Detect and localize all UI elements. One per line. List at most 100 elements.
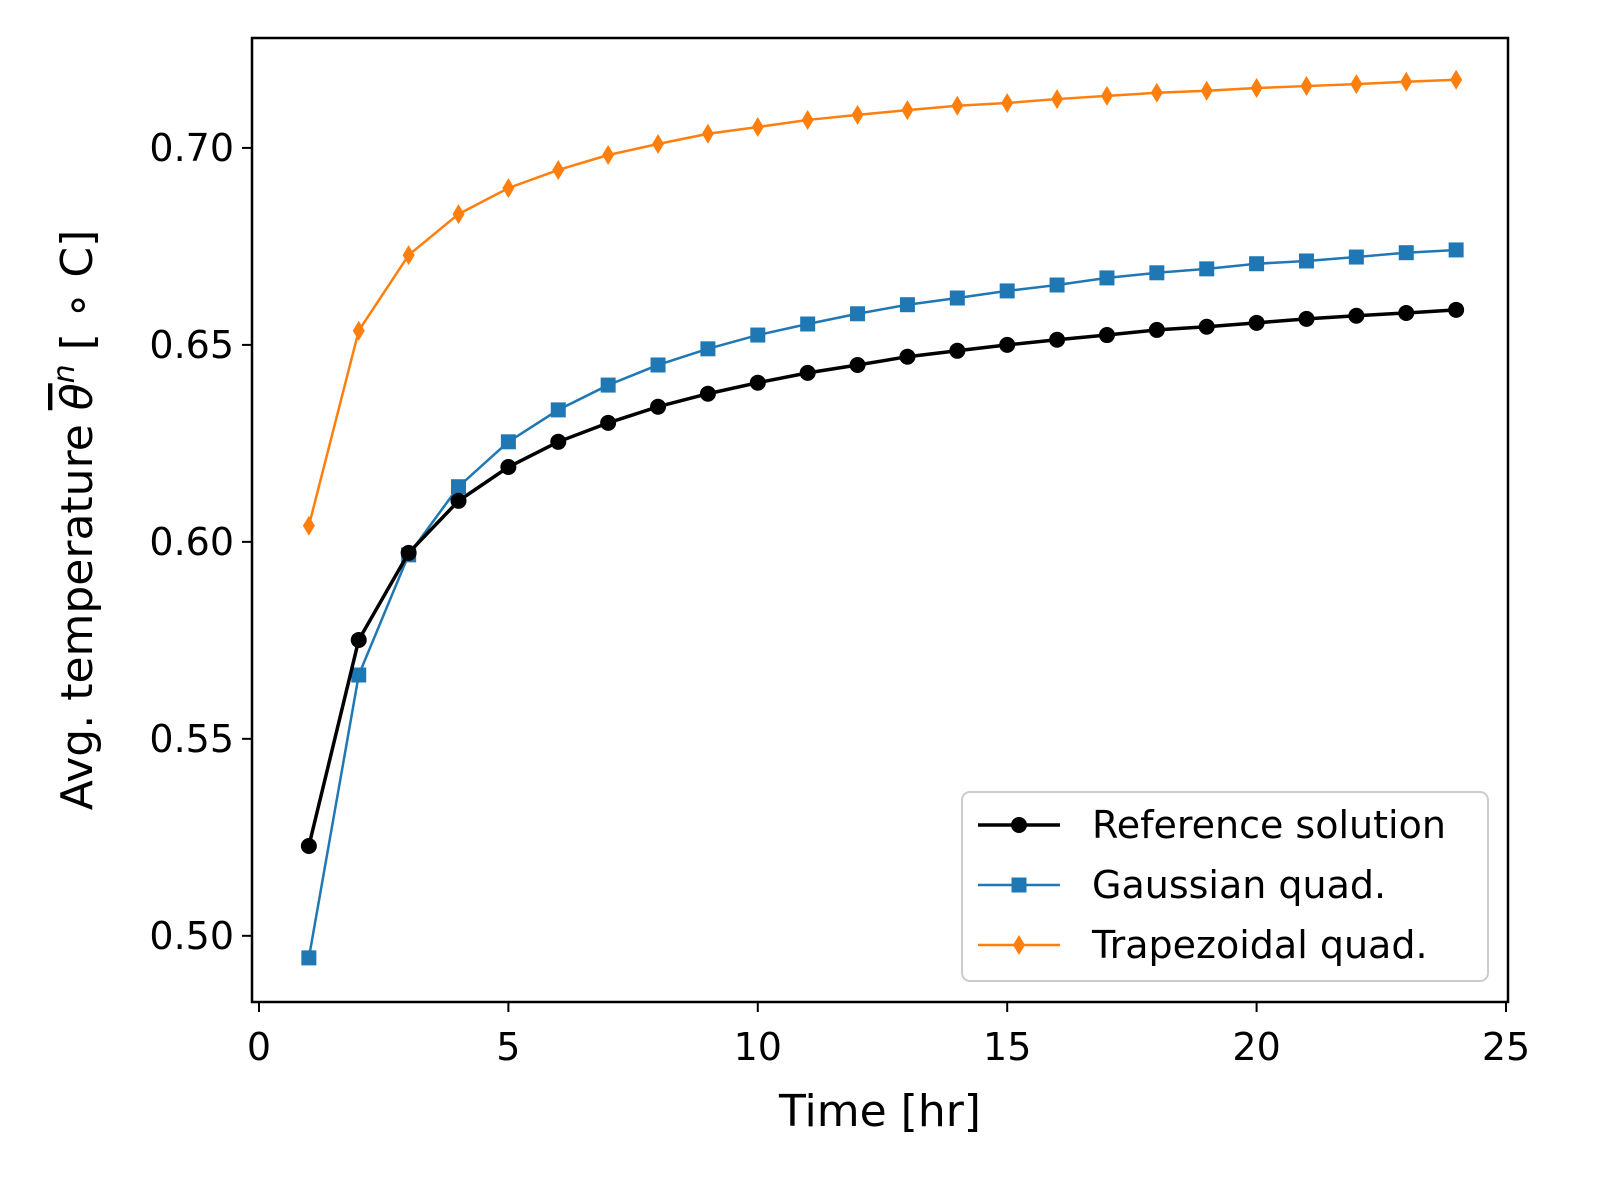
data-point <box>552 159 565 180</box>
x-axis: 0 5 10 15 20 25 <box>247 1002 1530 1069</box>
data-point <box>301 950 317 966</box>
data-point <box>652 133 665 154</box>
x-tick-label: 15 <box>983 1025 1031 1069</box>
data-point <box>1450 69 1463 90</box>
data-point <box>602 145 615 166</box>
data-point <box>801 109 814 130</box>
data-point <box>1350 74 1363 95</box>
data-point <box>1298 310 1315 327</box>
data-point <box>500 434 516 450</box>
data-point <box>849 356 866 373</box>
data-point <box>701 123 714 144</box>
data-point <box>1248 314 1265 331</box>
data-point <box>451 479 467 495</box>
data-point <box>949 342 966 359</box>
series-trapezoidal-quad- <box>302 69 1463 536</box>
legend-marker <box>1011 877 1027 893</box>
data-point <box>1348 249 1364 265</box>
x-tick-label: 10 <box>734 1025 782 1069</box>
data-point <box>1200 80 1213 101</box>
data-point <box>1300 76 1313 97</box>
data-point <box>949 290 965 306</box>
data-point <box>402 245 415 266</box>
plot-area <box>300 69 1465 966</box>
legend-entry: Trapezoidal quad. <box>978 923 1428 967</box>
legend-label: Reference solution <box>1092 803 1446 847</box>
data-point <box>1348 307 1365 324</box>
x-axis-label: Time [hr] <box>778 1086 981 1137</box>
data-point <box>749 374 766 391</box>
y-tick-label: 0.70 <box>149 126 234 170</box>
legend-label: Trapezoidal quad. <box>1091 923 1428 967</box>
data-point <box>1199 261 1215 277</box>
data-point <box>1249 256 1265 272</box>
data-point <box>799 364 816 381</box>
legend-entry: Reference solution <box>978 803 1446 847</box>
data-point <box>550 433 567 450</box>
data-point <box>951 95 964 116</box>
data-point <box>899 348 916 365</box>
data-point <box>502 178 515 199</box>
data-point <box>600 414 617 431</box>
data-point <box>400 544 417 561</box>
y-tick-label: 0.60 <box>149 520 234 564</box>
data-point <box>550 402 566 418</box>
data-point <box>1400 71 1413 92</box>
data-point <box>352 320 365 341</box>
y-tick-label: 0.65 <box>149 323 234 367</box>
theta-symbol: θ <box>52 383 103 410</box>
data-point <box>999 283 1015 299</box>
data-point <box>1049 331 1066 348</box>
y-tick-label: 0.50 <box>149 914 234 958</box>
series-line <box>307 78 1457 527</box>
data-point <box>699 385 716 402</box>
legend: Reference solution Gaussian quad. Trapezoi… <box>961 791 1489 982</box>
data-point <box>1398 304 1415 321</box>
data-point <box>351 667 367 683</box>
data-point <box>751 117 764 138</box>
series-reference-solution <box>300 301 1465 854</box>
data-point <box>850 306 866 322</box>
data-point <box>1148 321 1165 338</box>
data-point <box>1100 85 1113 106</box>
data-point <box>1398 245 1414 261</box>
series-line <box>307 248 1457 959</box>
data-point <box>700 341 716 357</box>
data-point <box>750 327 766 343</box>
data-point <box>1098 327 1115 344</box>
legend-label: Gaussian quad. <box>1092 863 1386 907</box>
data-point <box>1150 82 1163 103</box>
data-point <box>1448 242 1464 258</box>
series-line <box>307 308 1457 847</box>
data-point <box>650 357 666 373</box>
legend-marker <box>1013 935 1025 955</box>
data-point <box>302 515 315 536</box>
y-tick-label: 0.55 <box>149 717 234 761</box>
data-point <box>452 204 465 225</box>
x-tick-label: 5 <box>496 1025 520 1069</box>
data-point <box>1099 270 1115 286</box>
data-point <box>999 336 1016 353</box>
data-point <box>650 398 667 415</box>
data-point <box>1198 318 1215 335</box>
data-point <box>1001 93 1014 114</box>
data-point <box>1298 253 1314 269</box>
axes-frame <box>250 36 1510 1004</box>
x-tick-label: 20 <box>1232 1025 1280 1069</box>
data-point <box>600 377 616 393</box>
data-point <box>300 837 317 854</box>
data-point <box>899 297 915 313</box>
y-axis-label: Avg. temperature θn [ ∘ C] <box>47 230 103 811</box>
data-point <box>1049 277 1065 293</box>
data-point <box>1250 78 1263 99</box>
data-point <box>350 631 367 648</box>
data-point <box>1448 301 1465 318</box>
data-point <box>500 459 517 476</box>
legend-entry: Gaussian quad. <box>978 863 1386 907</box>
data-point <box>851 104 864 125</box>
x-tick-label: 25 <box>1482 1025 1530 1069</box>
data-point <box>450 492 467 509</box>
y-axis: 0.50 0.55 0.60 0.65 0.70 <box>149 126 252 958</box>
data-point <box>1149 265 1165 281</box>
